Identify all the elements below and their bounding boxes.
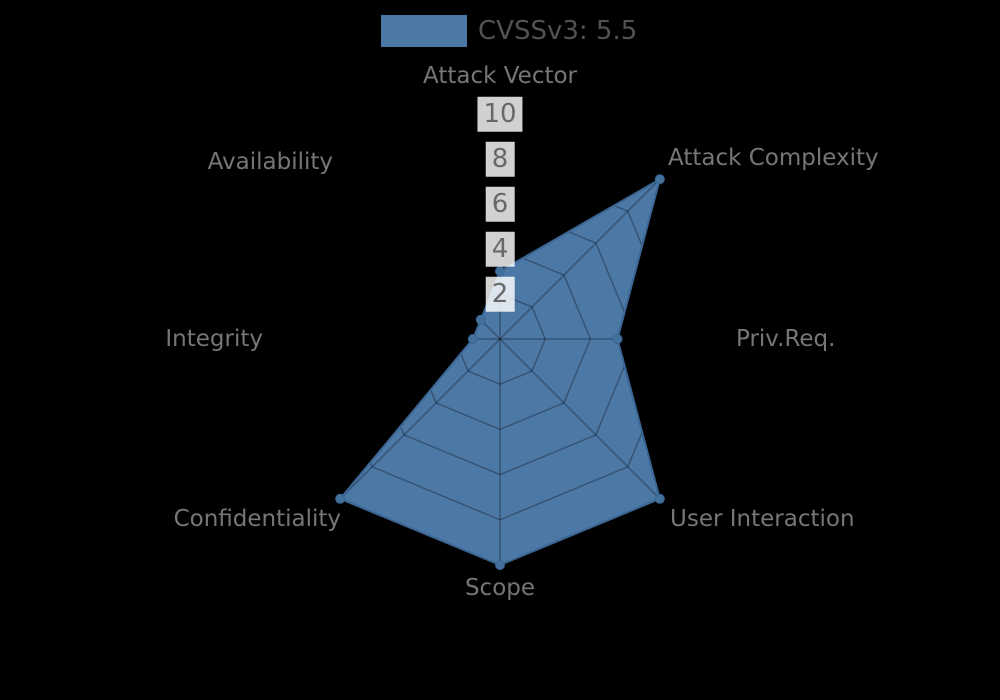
axis-label-attack-complexity: Attack Complexity [668,145,879,171]
grid-ring [363,202,637,476]
data-point-marker [475,314,486,325]
radar-polygon-fill [340,179,660,565]
radial-tick-10: 10 [477,96,523,132]
grid-spoke [339,338,501,500]
axis-label-integrity: Integrity [165,326,263,352]
grid-spoke [499,338,661,500]
radial-tick-6: 6 [485,186,515,222]
data-point-marker [335,493,346,504]
grid-ring [318,157,682,521]
data-point-marker [654,493,665,504]
axis-label-attack-vector: Attack Vector [422,63,578,89]
grid-ring [408,247,592,431]
radial-tick-2: 2 [485,276,515,312]
data-point-marker [495,560,505,570]
data-point-marker [612,334,623,344]
axis-label-scope: Scope [464,575,536,601]
axis-label-availability: Availability [207,149,333,175]
data-point-marker [654,174,665,185]
data-point-marker [495,266,505,277]
axis-label-priv-req: Priv.Req. [736,326,836,352]
radial-tick-4: 4 [485,231,515,267]
radial-tick-8: 8 [485,141,515,177]
axis-label-confidentiality: Confidentiality [173,506,341,532]
legend-swatch [381,15,467,47]
data-point-marker [467,334,478,344]
grid-spoke [499,178,661,340]
grid-spoke [339,178,501,340]
axis-label-user-interaction: User Interaction [670,506,855,532]
chart-legend: CVSSv3: 5.5 [381,15,637,47]
grid-ring [453,292,547,386]
legend-label: CVSSv3: 5.5 [478,16,638,46]
